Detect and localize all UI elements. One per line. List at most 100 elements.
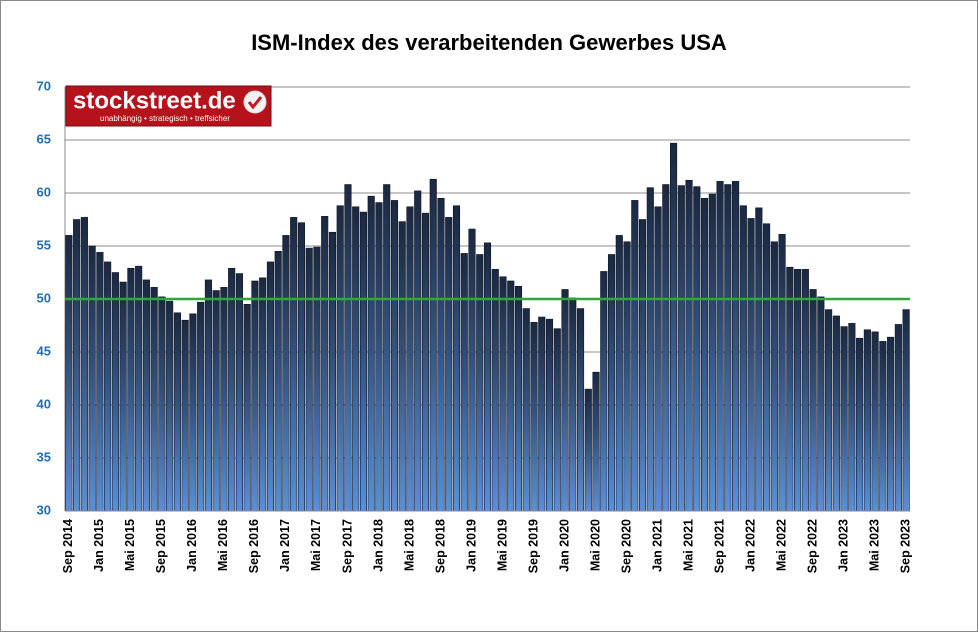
bar	[73, 219, 81, 512]
y-tick-label: 60	[37, 184, 51, 199]
x-tick-label: Jan 2023	[836, 519, 850, 572]
x-tick-label: Mai 2020	[588, 519, 602, 571]
x-tick-label: Jan 2017	[278, 519, 292, 572]
bar	[863, 329, 871, 512]
bar	[801, 269, 809, 512]
bar	[576, 308, 585, 512]
bar	[669, 142, 678, 512]
bar	[313, 246, 321, 512]
bar	[778, 234, 786, 512]
y-tick-label: 40	[37, 396, 51, 411]
bar	[701, 198, 709, 512]
bar	[166, 300, 174, 512]
bar	[817, 296, 825, 512]
x-tick-label: Mai 2017	[309, 519, 323, 571]
logo-tagline: unabhängig • strategisch • treffsicher	[100, 114, 230, 123]
bar	[794, 269, 802, 512]
bar	[352, 206, 360, 512]
bar	[452, 205, 461, 512]
x-tick-label: Sep 2019	[526, 519, 540, 573]
bar	[251, 280, 259, 512]
bar	[848, 323, 856, 512]
y-tick-label: 65	[37, 131, 51, 146]
bar	[421, 212, 430, 512]
bar	[228, 267, 236, 512]
bar	[406, 206, 414, 512]
x-tick-label: Mai 2016	[216, 519, 230, 571]
bar	[274, 251, 282, 512]
y-tick-label: 35	[37, 449, 51, 464]
bar	[677, 185, 685, 512]
bar	[708, 193, 716, 512]
bar	[445, 217, 453, 512]
bar	[638, 219, 647, 512]
bar	[770, 241, 778, 512]
bar	[336, 205, 344, 512]
bar	[204, 279, 212, 512]
x-tick-label: Sep 2020	[619, 519, 633, 573]
bar	[359, 211, 368, 512]
bar	[646, 187, 654, 512]
bar	[825, 309, 833, 512]
bar	[887, 336, 895, 512]
bar	[476, 254, 484, 512]
bar	[499, 276, 507, 512]
x-tick-label: Jan 2018	[371, 519, 385, 572]
bar	[522, 308, 530, 512]
bar	[832, 315, 840, 512]
bar	[96, 252, 104, 512]
bar	[297, 222, 306, 512]
bar	[894, 324, 902, 512]
bar	[623, 241, 631, 512]
logo-icon	[243, 90, 267, 114]
plot-area: 30 35 40 45 50 55 60 65 70 Sep 2014 Jan 2015 Mai 20…	[37, 78, 913, 573]
x-tick-label: Sep 2015	[154, 519, 168, 573]
bar	[732, 181, 740, 512]
bar	[189, 313, 197, 512]
bar	[328, 231, 337, 512]
x-tick-label: Sep 2021	[712, 519, 726, 573]
bar	[282, 235, 290, 512]
x-tick-label: Sep 2018	[433, 519, 447, 573]
bar	[390, 200, 399, 512]
bar	[662, 184, 670, 512]
x-tick-label: Sep 2023	[898, 519, 912, 573]
bar	[197, 301, 205, 512]
x-tick-label: Jan 2021	[650, 519, 664, 572]
y-tick-label: 45	[37, 343, 51, 358]
bar	[135, 265, 143, 512]
bar	[437, 198, 445, 512]
bar	[840, 326, 848, 512]
x-tick-label: Sep 2022	[805, 519, 819, 573]
bar	[545, 318, 554, 512]
bar	[592, 371, 600, 512]
bar	[88, 245, 96, 512]
bar	[235, 273, 243, 512]
logo-check	[247, 96, 263, 110]
bar	[483, 242, 492, 512]
bar	[119, 281, 127, 512]
bar	[305, 247, 313, 512]
bar	[755, 207, 763, 512]
bar	[553, 328, 561, 512]
x-tick-label: Mai 2023	[867, 519, 881, 571]
bar	[429, 178, 437, 512]
bar	[220, 287, 228, 512]
bar	[607, 254, 616, 512]
x-tick-label: Jan 2020	[557, 519, 571, 572]
x-tick-label: Sep 2016	[247, 519, 261, 573]
bar	[173, 312, 181, 512]
bar	[716, 181, 724, 512]
y-tick-label: 70	[37, 78, 51, 93]
bar	[243, 303, 251, 512]
bar	[856, 337, 864, 512]
bar	[321, 216, 329, 512]
bar	[600, 271, 608, 512]
logo-name: stockstreet.de	[73, 87, 236, 114]
chart-title: ISM-Index des verarbeitenden Gewerbes US…	[251, 30, 727, 55]
x-tick-label: Sep 2017	[340, 519, 354, 573]
bar	[584, 388, 592, 512]
bar	[383, 184, 391, 512]
bar	[468, 228, 476, 512]
